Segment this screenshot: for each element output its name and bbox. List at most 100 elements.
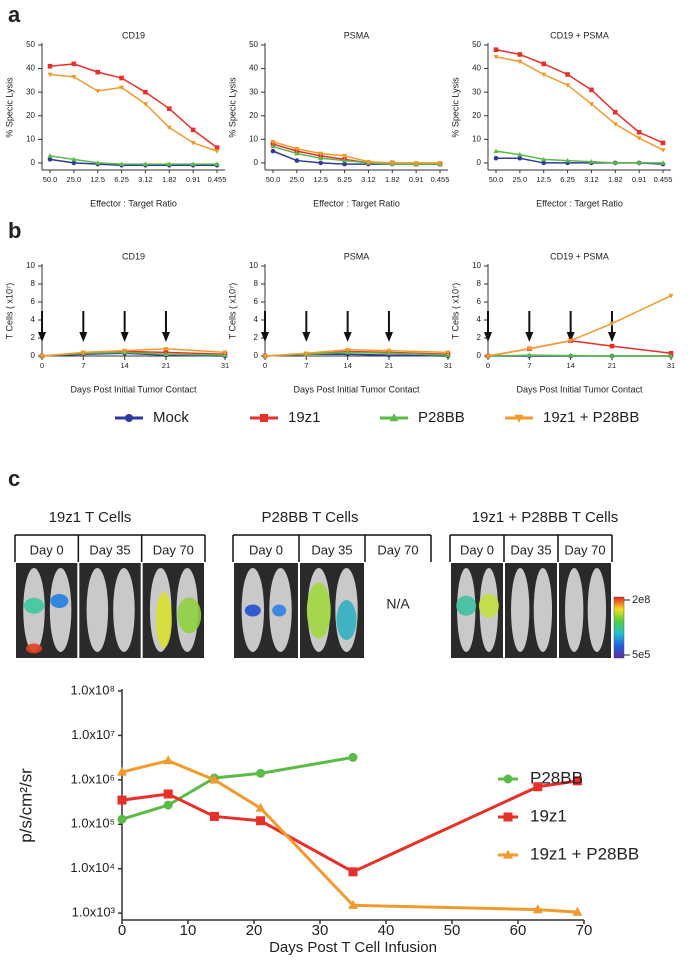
y-tick-label: 2	[477, 333, 482, 342]
colorbar	[613, 596, 625, 659]
x-tick-label: 0.455	[654, 175, 673, 184]
marker	[541, 160, 547, 166]
x-tick-label: 20	[246, 922, 263, 939]
x-axis-label: Effector : Target Ratio	[313, 198, 400, 208]
y-tick-label: 30	[249, 87, 258, 96]
day-label: Day 35	[89, 542, 130, 557]
legend-label: 19z1 + P28BB	[530, 844, 639, 863]
marker	[163, 755, 174, 765]
marker	[294, 158, 300, 163]
x-tick-label: 12.5	[90, 175, 105, 184]
x-axis-label: Effector : Target Ratio	[90, 198, 177, 208]
marker	[348, 899, 358, 909]
marker	[209, 811, 219, 821]
x-tick-label: 0.455	[431, 175, 450, 184]
y-tick-label: 20	[249, 111, 258, 120]
marker	[47, 72, 53, 78]
marker	[389, 413, 399, 422]
marker	[609, 353, 615, 358]
x-tick-label: 0.91	[186, 175, 201, 184]
arrow-head	[525, 332, 534, 342]
y-tick-label: 40	[26, 64, 35, 73]
marker	[493, 148, 499, 153]
signal	[26, 643, 42, 654]
signal	[478, 593, 499, 618]
marker	[318, 151, 324, 157]
series-line	[121, 755, 354, 821]
y-tick-label: 0	[477, 351, 482, 360]
y-tick-label: 6	[254, 297, 259, 306]
series-line	[495, 150, 663, 164]
mouse	[113, 568, 135, 652]
marker	[256, 768, 266, 778]
marker	[190, 161, 196, 166]
marker	[303, 351, 309, 357]
marker	[588, 102, 594, 107]
colorbar-label: 5e5	[632, 649, 650, 661]
marker	[517, 59, 523, 65]
marker	[142, 161, 148, 166]
marker	[166, 106, 172, 111]
marker	[95, 89, 101, 94]
marker	[565, 83, 571, 88]
panel-label: c	[8, 466, 20, 491]
series-line	[121, 759, 578, 914]
marker	[588, 158, 594, 164]
marker	[413, 161, 419, 166]
marker	[437, 161, 443, 166]
marker	[493, 54, 499, 60]
marker	[222, 350, 228, 356]
mouse	[533, 568, 553, 652]
y-axis-label: T Cells ( x10⁷)	[4, 283, 14, 340]
x-tick-label: 6.25	[560, 175, 575, 184]
colorbar-label: 2e8	[632, 594, 650, 606]
day-label: Day 35	[510, 542, 551, 557]
marker	[260, 414, 268, 422]
marker	[348, 867, 358, 877]
y-tick-label: 8	[254, 279, 259, 288]
arrow-head	[261, 332, 269, 342]
y-axis-label: % Specic Lysis	[450, 77, 460, 138]
mouse	[86, 568, 109, 652]
marker	[163, 346, 169, 352]
x-tick-label: 31	[667, 361, 675, 370]
signal	[272, 604, 287, 617]
chart-title: PSMA	[344, 251, 370, 261]
x-tick-label: 7	[81, 361, 85, 370]
y-tick-label: 0	[477, 158, 482, 167]
na-label: N/A	[386, 596, 410, 612]
marker	[660, 160, 666, 165]
x-tick-label: 60	[510, 922, 527, 939]
mouse	[565, 568, 584, 652]
day-label: Day 0	[249, 542, 283, 557]
signal	[24, 597, 44, 614]
marker	[119, 161, 125, 166]
y-tick-label: 1.0x10⁴	[70, 860, 115, 875]
marker	[565, 157, 571, 163]
x-tick-label: 21	[385, 361, 393, 370]
marker	[47, 63, 53, 69]
y-tick-label: 10	[472, 134, 481, 143]
day-label: Day 0	[460, 542, 494, 557]
marker	[39, 354, 45, 359]
marker	[47, 157, 53, 162]
legend-label: 19z1 + P28BB	[543, 409, 639, 426]
y-axis-label: T Cells ( x10⁷)	[450, 283, 460, 340]
day-label: Day 70	[153, 542, 194, 557]
marker	[47, 153, 53, 158]
marker	[142, 102, 148, 107]
chart-title: CD19	[122, 30, 145, 40]
marker	[541, 61, 547, 67]
legend-label: P28BB	[530, 768, 583, 787]
x-tick-label: 12.5	[536, 175, 551, 184]
y-tick-label: 30	[472, 87, 481, 96]
marker	[514, 414, 524, 423]
x-tick-label: 6.25	[337, 175, 352, 184]
marker	[493, 155, 499, 161]
x-tick-label: 0.455	[208, 175, 227, 184]
y-tick-label: 50	[472, 40, 481, 49]
day-label: Day 70	[564, 542, 605, 557]
x-axis-label: Days Post T Cell Infusion	[269, 939, 437, 956]
marker	[636, 136, 642, 141]
x-tick-label: 7	[527, 361, 531, 370]
